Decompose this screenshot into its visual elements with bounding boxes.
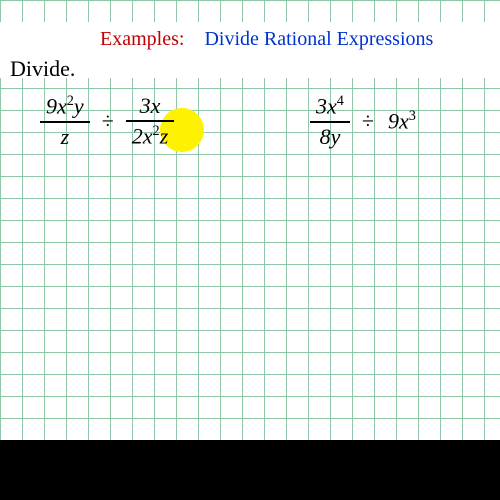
division-operator: ÷	[354, 108, 382, 134]
instruction-label: Divide.	[10, 56, 75, 82]
fraction-numerator: 3x	[126, 92, 174, 122]
fraction-denominator: 8y	[310, 123, 350, 151]
page-header: Examples: Divide Rational Expressions	[100, 28, 433, 51]
problem-1-fraction-2: 3x 2x2z	[126, 92, 174, 151]
bottom-black-bar	[0, 440, 500, 500]
page-title: Divide Rational Expressions	[204, 28, 433, 50]
problem-2: 3x4 8y ÷ 9x3	[310, 92, 418, 151]
fraction-numerator: 9x2y	[40, 92, 90, 123]
fraction-denominator: 2x2z	[126, 122, 174, 151]
fraction-denominator: z	[40, 123, 90, 151]
division-operator: ÷	[94, 108, 122, 134]
problem-1-fraction-1: 9x2y z	[40, 92, 90, 151]
problem-2-term-2: 9x3	[386, 108, 418, 134]
problem-2-fraction-1: 3x4 8y	[310, 92, 350, 151]
examples-label: Examples:	[100, 28, 184, 50]
fraction-numerator: 3x4	[310, 92, 350, 123]
problem-1: 9x2y z ÷ 3x 2x2z	[40, 92, 174, 151]
